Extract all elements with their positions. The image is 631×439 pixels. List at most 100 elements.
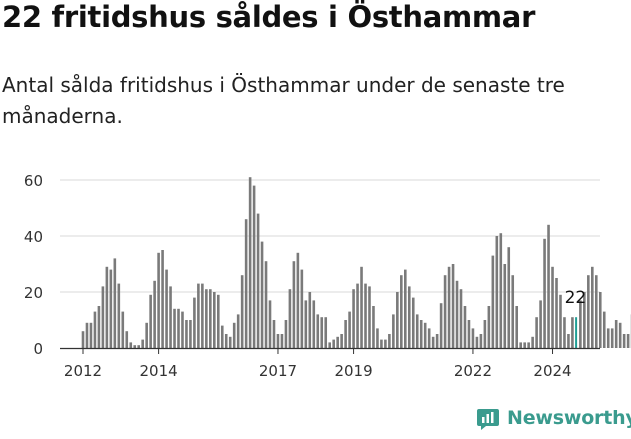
bar bbox=[407, 286, 411, 348]
bar bbox=[388, 334, 391, 348]
bar bbox=[113, 258, 117, 348]
bar bbox=[563, 317, 566, 348]
bar bbox=[419, 320, 423, 348]
bar bbox=[423, 322, 427, 348]
bar bbox=[272, 320, 276, 348]
bar bbox=[264, 261, 268, 348]
bars bbox=[81, 177, 631, 348]
bar bbox=[594, 275, 598, 348]
bar bbox=[404, 269, 407, 348]
bar bbox=[197, 283, 200, 348]
bar bbox=[248, 177, 252, 348]
chart-subtitle: Antal sålda fritidshus i Östhammar under… bbox=[2, 73, 565, 128]
bar bbox=[360, 266, 363, 348]
bar bbox=[610, 328, 614, 348]
bar bbox=[523, 342, 526, 348]
bar bbox=[352, 289, 355, 348]
bar bbox=[491, 255, 495, 348]
bar bbox=[475, 336, 479, 348]
bar bbox=[244, 219, 248, 348]
bar bbox=[308, 292, 312, 348]
bar bbox=[228, 336, 232, 348]
bar bbox=[284, 320, 288, 348]
bar bbox=[415, 314, 419, 348]
bar bbox=[614, 320, 618, 348]
x-tick-label: 2024 bbox=[533, 362, 571, 380]
bar bbox=[535, 317, 538, 348]
bar bbox=[471, 328, 475, 348]
bar bbox=[193, 297, 196, 348]
bar bbox=[503, 264, 507, 348]
bar bbox=[463, 306, 467, 348]
grid-lines bbox=[60, 179, 600, 293]
bar bbox=[392, 314, 395, 348]
bar bbox=[149, 294, 152, 348]
bar bbox=[591, 266, 594, 348]
bar bbox=[618, 322, 622, 348]
bar bbox=[555, 278, 558, 348]
bar bbox=[97, 306, 101, 348]
bar bbox=[189, 320, 192, 348]
bar bbox=[296, 252, 300, 348]
bar bbox=[288, 289, 292, 348]
bar bbox=[427, 328, 431, 348]
bar bbox=[451, 264, 455, 348]
bar bbox=[85, 322, 89, 348]
y-tick-label: 20 bbox=[24, 284, 43, 302]
x-tick-label: 2019 bbox=[334, 362, 372, 380]
bar bbox=[511, 275, 515, 348]
bar bbox=[567, 334, 570, 348]
bar bbox=[459, 289, 463, 348]
bar bbox=[332, 339, 335, 348]
bar bbox=[292, 261, 296, 348]
bar bbox=[447, 266, 451, 348]
bar-chart: 0 20 40 60 2012 2014 2017 2019 2022 2024 22 bbox=[24, 172, 631, 380]
y-tick-label: 0 bbox=[33, 340, 43, 358]
bar bbox=[93, 311, 97, 348]
bar bbox=[185, 320, 188, 348]
x-tick-label: 2014 bbox=[140, 362, 178, 380]
bar bbox=[268, 300, 272, 348]
bar bbox=[368, 286, 371, 348]
bar bbox=[280, 334, 284, 348]
bar bbox=[121, 311, 125, 348]
bar bbox=[519, 342, 522, 348]
bar bbox=[583, 292, 586, 348]
bar bbox=[579, 300, 582, 348]
bar bbox=[177, 308, 180, 348]
x-tick-label: 2017 bbox=[259, 362, 297, 380]
bar bbox=[157, 252, 160, 348]
bar bbox=[256, 213, 260, 348]
bar bbox=[205, 289, 208, 348]
bar bbox=[81, 331, 85, 348]
bar bbox=[531, 336, 534, 348]
annotations: 22 bbox=[565, 288, 587, 308]
bar bbox=[507, 247, 511, 348]
bar bbox=[224, 334, 228, 348]
bar bbox=[344, 320, 347, 348]
bar bbox=[622, 334, 626, 348]
bar bbox=[411, 297, 415, 348]
bar bbox=[201, 283, 204, 348]
bar bbox=[551, 266, 554, 348]
chart-title: 22 fritidshus såldes i Östhammar bbox=[2, 0, 536, 34]
bar bbox=[431, 336, 435, 348]
bar bbox=[439, 303, 443, 348]
bar bbox=[443, 275, 447, 348]
x-axis-tick-labels: 2012 2014 2017 2019 2022 2024 bbox=[64, 348, 572, 380]
bar bbox=[384, 339, 387, 348]
bar bbox=[252, 185, 256, 348]
bar bbox=[232, 322, 236, 348]
bar bbox=[380, 339, 383, 348]
bar bbox=[364, 283, 367, 348]
bar bbox=[587, 275, 590, 348]
bar bbox=[209, 289, 212, 348]
bar bbox=[543, 238, 546, 348]
bar bbox=[467, 320, 471, 348]
bar bbox=[626, 334, 630, 348]
bar bbox=[606, 328, 610, 348]
bar bbox=[276, 334, 280, 348]
y-tick-label: 60 bbox=[24, 172, 43, 190]
bar bbox=[602, 311, 606, 348]
highlight-value-label: 22 bbox=[565, 288, 587, 308]
